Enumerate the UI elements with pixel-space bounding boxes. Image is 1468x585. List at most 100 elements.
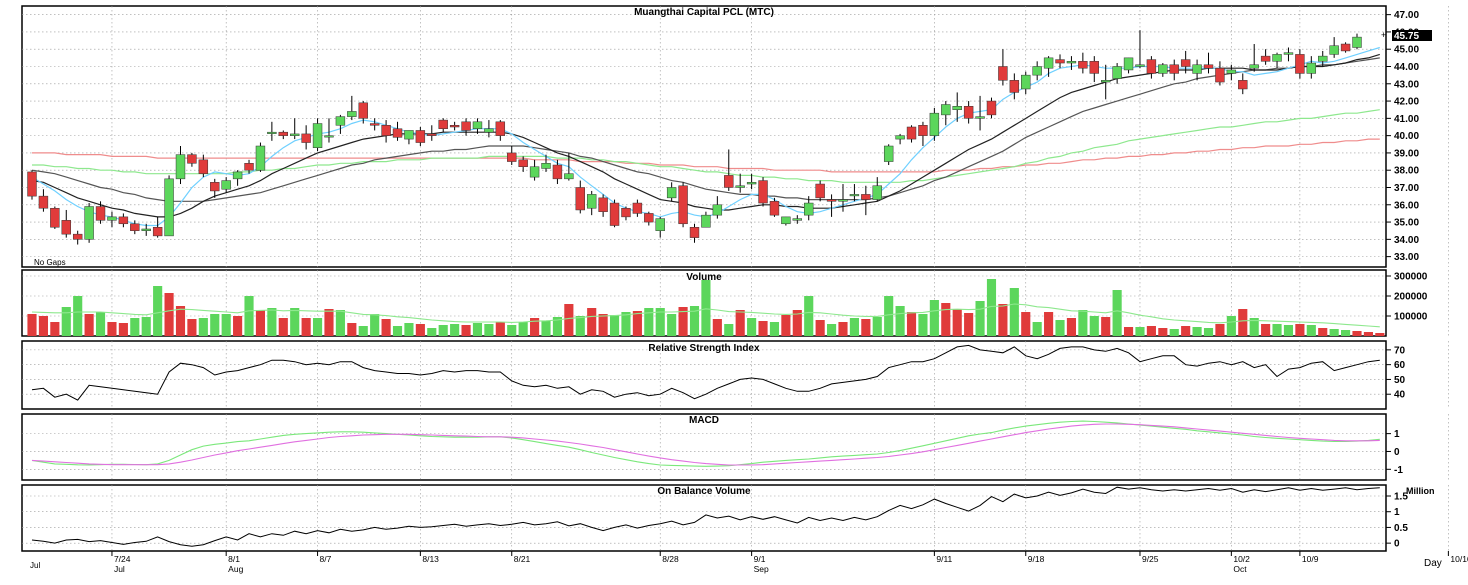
- price-tick-label: 44.00: [1394, 62, 1419, 73]
- down-candle: [152, 216, 163, 238]
- candle-body: [84, 206, 94, 240]
- candle-body: [598, 197, 608, 212]
- down-candle: [1089, 56, 1099, 83]
- down-candle: [986, 97, 997, 119]
- volume-bar: [689, 306, 700, 336]
- volume-bar: [609, 315, 620, 336]
- down-candle: [278, 130, 288, 140]
- volume-bar: [1192, 327, 1202, 336]
- price-tick-label: 34.00: [1394, 235, 1419, 246]
- up-candle: [838, 184, 848, 212]
- volume-bar: [724, 324, 734, 336]
- candle-body: [1295, 54, 1305, 74]
- candle-body: [392, 128, 403, 138]
- volume-bar: [1352, 331, 1362, 336]
- candle-body: [883, 145, 894, 162]
- price-tick-label: 36.00: [1394, 200, 1419, 211]
- volume-bar: [986, 279, 997, 336]
- volume-bar: [1272, 324, 1282, 336]
- down-candle: [598, 194, 608, 217]
- candle-body: [586, 194, 597, 209]
- volume-bar: [1135, 327, 1145, 336]
- candle-body: [175, 154, 186, 180]
- candle-body: [107, 216, 117, 221]
- rsi-tick-label: 70: [1394, 345, 1406, 356]
- up-candle: [232, 170, 243, 186]
- candle-body: [918, 125, 928, 136]
- volume-bar: [804, 296, 814, 336]
- price-tick-label: 38.00: [1394, 166, 1419, 177]
- x-date-label: 8/28: [662, 554, 679, 564]
- up-candle: [1135, 30, 1145, 69]
- candle-body: [952, 106, 962, 110]
- price-tick-label: 39.00: [1394, 148, 1419, 159]
- candle-body: [769, 201, 780, 216]
- x-date-label: 9/18: [1028, 554, 1045, 564]
- volume-bar: [1306, 325, 1316, 336]
- candle-body: [941, 104, 951, 116]
- x-date-label: 9/25: [1142, 554, 1159, 564]
- up-candle: [221, 177, 231, 193]
- candle-body: [1009, 80, 1020, 93]
- volume-bar: [541, 321, 551, 336]
- down-candle: [998, 49, 1008, 86]
- candle-body: [826, 199, 837, 202]
- volume-bar: [61, 307, 71, 336]
- down-candle: [130, 220, 140, 235]
- down-candle: [918, 121, 928, 147]
- volume-bar: [301, 318, 311, 336]
- volume-bar: [632, 311, 642, 336]
- candle-body: [187, 154, 197, 164]
- volume-bar: [952, 309, 962, 336]
- down-candle: [963, 101, 974, 124]
- volume-bar: [587, 308, 597, 336]
- volume-bar: [1341, 330, 1351, 336]
- candle-body: [575, 187, 585, 211]
- volume-bar: [884, 296, 894, 336]
- svg-text:+: +: [1381, 30, 1386, 40]
- down-candle: [1055, 54, 1065, 69]
- volume-bar: [507, 325, 517, 336]
- volume-bar: [1318, 328, 1328, 336]
- up-candle: [1123, 57, 1134, 74]
- volume-bar: [312, 318, 323, 336]
- candle-body: [484, 128, 494, 133]
- down-candle: [438, 118, 448, 133]
- volume-bar: [1021, 312, 1031, 336]
- candle-body: [541, 163, 551, 169]
- candle-body: [678, 185, 688, 225]
- up-candle: [1112, 63, 1122, 84]
- up-candle: [1066, 56, 1077, 70]
- up-candle: [107, 211, 117, 228]
- up-candle: [1249, 44, 1259, 72]
- down-candle: [758, 177, 768, 207]
- candle-body: [529, 166, 540, 178]
- price-tick-label: 42.00: [1394, 97, 1419, 108]
- volume-bar: [404, 323, 414, 336]
- candle-body: [861, 194, 871, 200]
- volume-bar: [758, 321, 768, 336]
- first-month-label: Jul: [30, 561, 40, 570]
- down-candle: [449, 121, 460, 131]
- candle-body: [838, 199, 848, 202]
- volume-bar: [198, 318, 208, 336]
- candle-body: [758, 180, 768, 204]
- down-candle: [861, 185, 871, 216]
- price-corner-note: No Gaps: [34, 258, 66, 267]
- volume-bar: [975, 301, 985, 336]
- up-candle: [335, 114, 346, 134]
- down-candle: [1078, 52, 1088, 74]
- down-candle: [461, 118, 471, 136]
- candle-body: [324, 135, 334, 138]
- volume-title: Volume: [686, 272, 722, 283]
- volume-bar: [552, 317, 562, 336]
- up-candle: [746, 173, 757, 190]
- volume-bar: [450, 324, 460, 336]
- macd-line: [31, 420, 1380, 467]
- down-candle: [95, 201, 106, 224]
- candle-body: [95, 206, 106, 221]
- volume-bar: [1044, 312, 1054, 336]
- down-candle: [1169, 59, 1179, 81]
- candle-body: [1101, 80, 1111, 83]
